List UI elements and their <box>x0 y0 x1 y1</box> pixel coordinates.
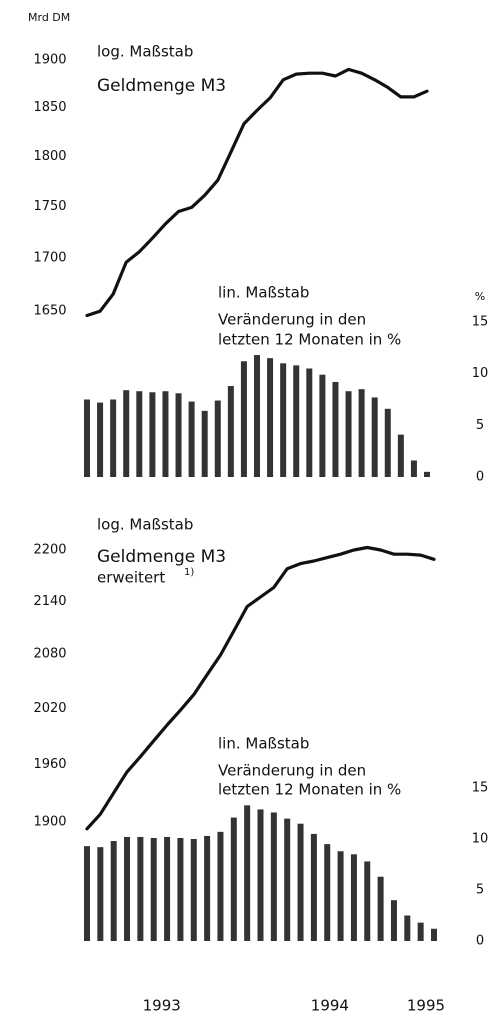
bar <box>431 928 437 941</box>
y-tick-label: 2020 <box>33 701 66 716</box>
bar <box>97 847 104 941</box>
y-tick-label: 2200 <box>33 543 66 558</box>
bar <box>332 381 339 477</box>
bar <box>137 836 144 941</box>
x-tick-label: 1994 <box>311 997 349 1014</box>
bar <box>204 835 211 941</box>
bar <box>175 393 182 477</box>
annotation: Geldmenge M3 <box>97 76 226 96</box>
bar <box>345 391 352 477</box>
y2-tick-label: 0 <box>476 470 484 485</box>
bar <box>244 805 251 941</box>
bar <box>306 368 313 477</box>
y2-axis-unit: % <box>475 290 485 303</box>
bar <box>397 434 404 477</box>
bar <box>97 402 104 477</box>
bar <box>319 374 326 477</box>
annotation: Veränderung in den <box>218 311 366 329</box>
bar <box>162 391 169 477</box>
bar <box>201 410 208 477</box>
bar <box>270 812 277 941</box>
bar <box>124 836 131 941</box>
bar <box>293 365 300 477</box>
bar <box>164 836 171 941</box>
y2-tick-label: 10 <box>472 366 489 381</box>
y-tick-label: 1900 <box>33 814 66 829</box>
y-tick-label: 1850 <box>33 100 66 115</box>
bar <box>364 861 371 941</box>
bar <box>136 391 143 477</box>
y2-tick-label: 15 <box>472 315 489 330</box>
bar <box>230 817 237 941</box>
bar <box>240 361 247 477</box>
bar <box>257 809 264 941</box>
bar <box>217 831 224 941</box>
bar <box>110 841 117 941</box>
bar <box>310 833 317 941</box>
bar <box>190 839 197 941</box>
annotation: 1) <box>184 567 194 578</box>
bar <box>267 358 274 477</box>
x-tick-label: 1993 <box>143 997 181 1014</box>
bar <box>84 399 90 477</box>
bar <box>254 355 260 477</box>
y-tick-label: 2080 <box>33 647 66 662</box>
bar <box>424 471 430 477</box>
bar <box>384 408 391 477</box>
y-tick-label: 1960 <box>33 757 66 772</box>
bar <box>149 392 156 477</box>
y2-tick-label: 5 <box>476 418 484 433</box>
bar <box>358 389 365 477</box>
bar <box>177 837 184 941</box>
bar <box>110 399 117 477</box>
bar <box>297 823 304 941</box>
bar <box>337 851 344 941</box>
y-axis-unit: Mrd DM <box>28 11 70 24</box>
bar <box>417 922 424 941</box>
bar <box>371 397 378 477</box>
y2-tick-label: 5 <box>476 883 484 898</box>
y-tick-label: 1900 <box>33 53 66 68</box>
bar <box>284 818 291 941</box>
annotation: lin. Maßstab <box>218 735 309 753</box>
bar <box>84 846 90 941</box>
bar <box>350 854 357 941</box>
y-tick-label: 1650 <box>33 304 66 319</box>
bar <box>324 844 331 941</box>
y2-tick-label: 0 <box>476 934 484 949</box>
line <box>85 67 429 318</box>
line <box>85 545 436 831</box>
x-tick-label: 1995 <box>407 997 445 1014</box>
y2-tick-label: 15 <box>472 781 489 796</box>
bar <box>227 386 234 477</box>
bar <box>390 900 397 941</box>
y2-tick-label: 10 <box>472 832 489 847</box>
y-tick-label: 1800 <box>33 149 66 164</box>
bar <box>150 837 157 941</box>
annotation: letzten 12 Monaten in % <box>218 331 401 349</box>
annotation: letzten 12 Monaten in % <box>218 781 401 799</box>
annotation: log. Maßstab <box>97 43 193 61</box>
annotation: Geldmenge M3 <box>97 547 226 567</box>
bar <box>404 915 411 941</box>
bar <box>214 400 221 477</box>
annotation: log. Maßstab <box>97 516 193 534</box>
y-tick-label: 2140 <box>33 594 66 609</box>
annotation: erweitert <box>97 569 165 587</box>
annotation: lin. Maßstab <box>218 284 309 302</box>
bar <box>188 401 195 477</box>
bar <box>410 460 417 477</box>
bar <box>123 390 130 477</box>
y-tick-label: 1750 <box>33 199 66 214</box>
bar <box>280 363 287 477</box>
y-tick-label: 1700 <box>33 251 66 266</box>
annotation: Veränderung in den <box>218 762 366 780</box>
bar <box>377 876 384 941</box>
